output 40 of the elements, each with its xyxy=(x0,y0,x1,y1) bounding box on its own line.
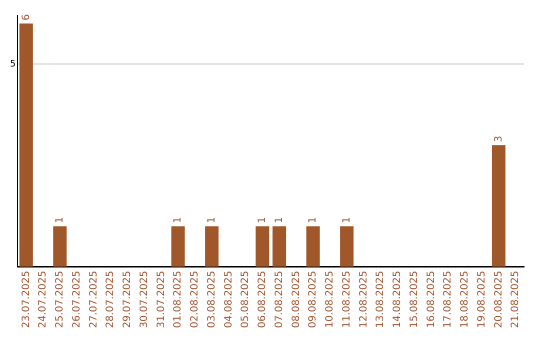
x-tick-label: 21.08.2025 xyxy=(510,270,522,328)
x-tick-label: 15.08.2025 xyxy=(408,270,420,328)
x-tick-label: 24.07.2025 xyxy=(38,270,49,328)
x-tick-label: 28.07.2025 xyxy=(105,270,116,328)
x-tick-label: 12.08.2025 xyxy=(358,270,370,328)
data-label: 1 xyxy=(257,216,268,224)
x-tick-label: 26.07.2025 xyxy=(71,270,82,328)
x-tick-label: 10.08.2025 xyxy=(324,270,336,328)
x-tick-label: 06.08.2025 xyxy=(257,270,268,328)
x-tick-label: 25.07.2025 xyxy=(54,270,66,328)
data-label: 3 xyxy=(493,136,504,142)
x-tick-label: 29.07.2025 xyxy=(122,270,134,328)
x-tick-label: 16.08.2025 xyxy=(426,270,437,328)
x-tick-label: 23.07.2025 xyxy=(20,270,32,328)
x-tick-label: 17.08.2025 xyxy=(442,270,454,328)
x-tick-label: 19.08.2025 xyxy=(476,270,488,328)
x-tick-label: 31.07.2025 xyxy=(156,270,167,328)
x-tick-label: 07.08.2025 xyxy=(274,270,285,328)
x-tick-label: 08.08.2025 xyxy=(290,270,302,328)
x-tick-label: 01.08.2025 xyxy=(172,270,184,328)
data-label: 6 xyxy=(20,14,32,21)
x-tick-label: 18.08.2025 xyxy=(460,270,471,328)
x-tick-label: 27.07.2025 xyxy=(88,270,100,328)
x-tick-label: 02.08.2025 xyxy=(190,270,201,328)
x-tick-label: 13.08.2025 xyxy=(375,270,386,328)
x-tick-label: 30.07.2025 xyxy=(138,270,150,328)
data-label: 1 xyxy=(172,216,184,224)
x-tick-label: 14.08.2025 xyxy=(392,270,404,328)
x-tick-label: 20.08.2025 xyxy=(493,270,504,328)
x-tick-label: 09.08.2025 xyxy=(308,270,319,328)
data-label: 1 xyxy=(206,216,218,224)
data-label: 1 xyxy=(54,216,66,224)
y-tick-label: 5 xyxy=(10,59,16,70)
x-tick-label: 05.08.2025 xyxy=(240,270,252,328)
data-label: 1 xyxy=(274,216,285,224)
x-tick-label: 03.08.2025 xyxy=(206,270,218,328)
x-tick-label: 11.08.2025 xyxy=(341,270,352,328)
data-label: 1 xyxy=(308,216,319,224)
data-label: 1 xyxy=(341,216,352,224)
x-tick-label: 04.08.2025 xyxy=(223,270,234,328)
